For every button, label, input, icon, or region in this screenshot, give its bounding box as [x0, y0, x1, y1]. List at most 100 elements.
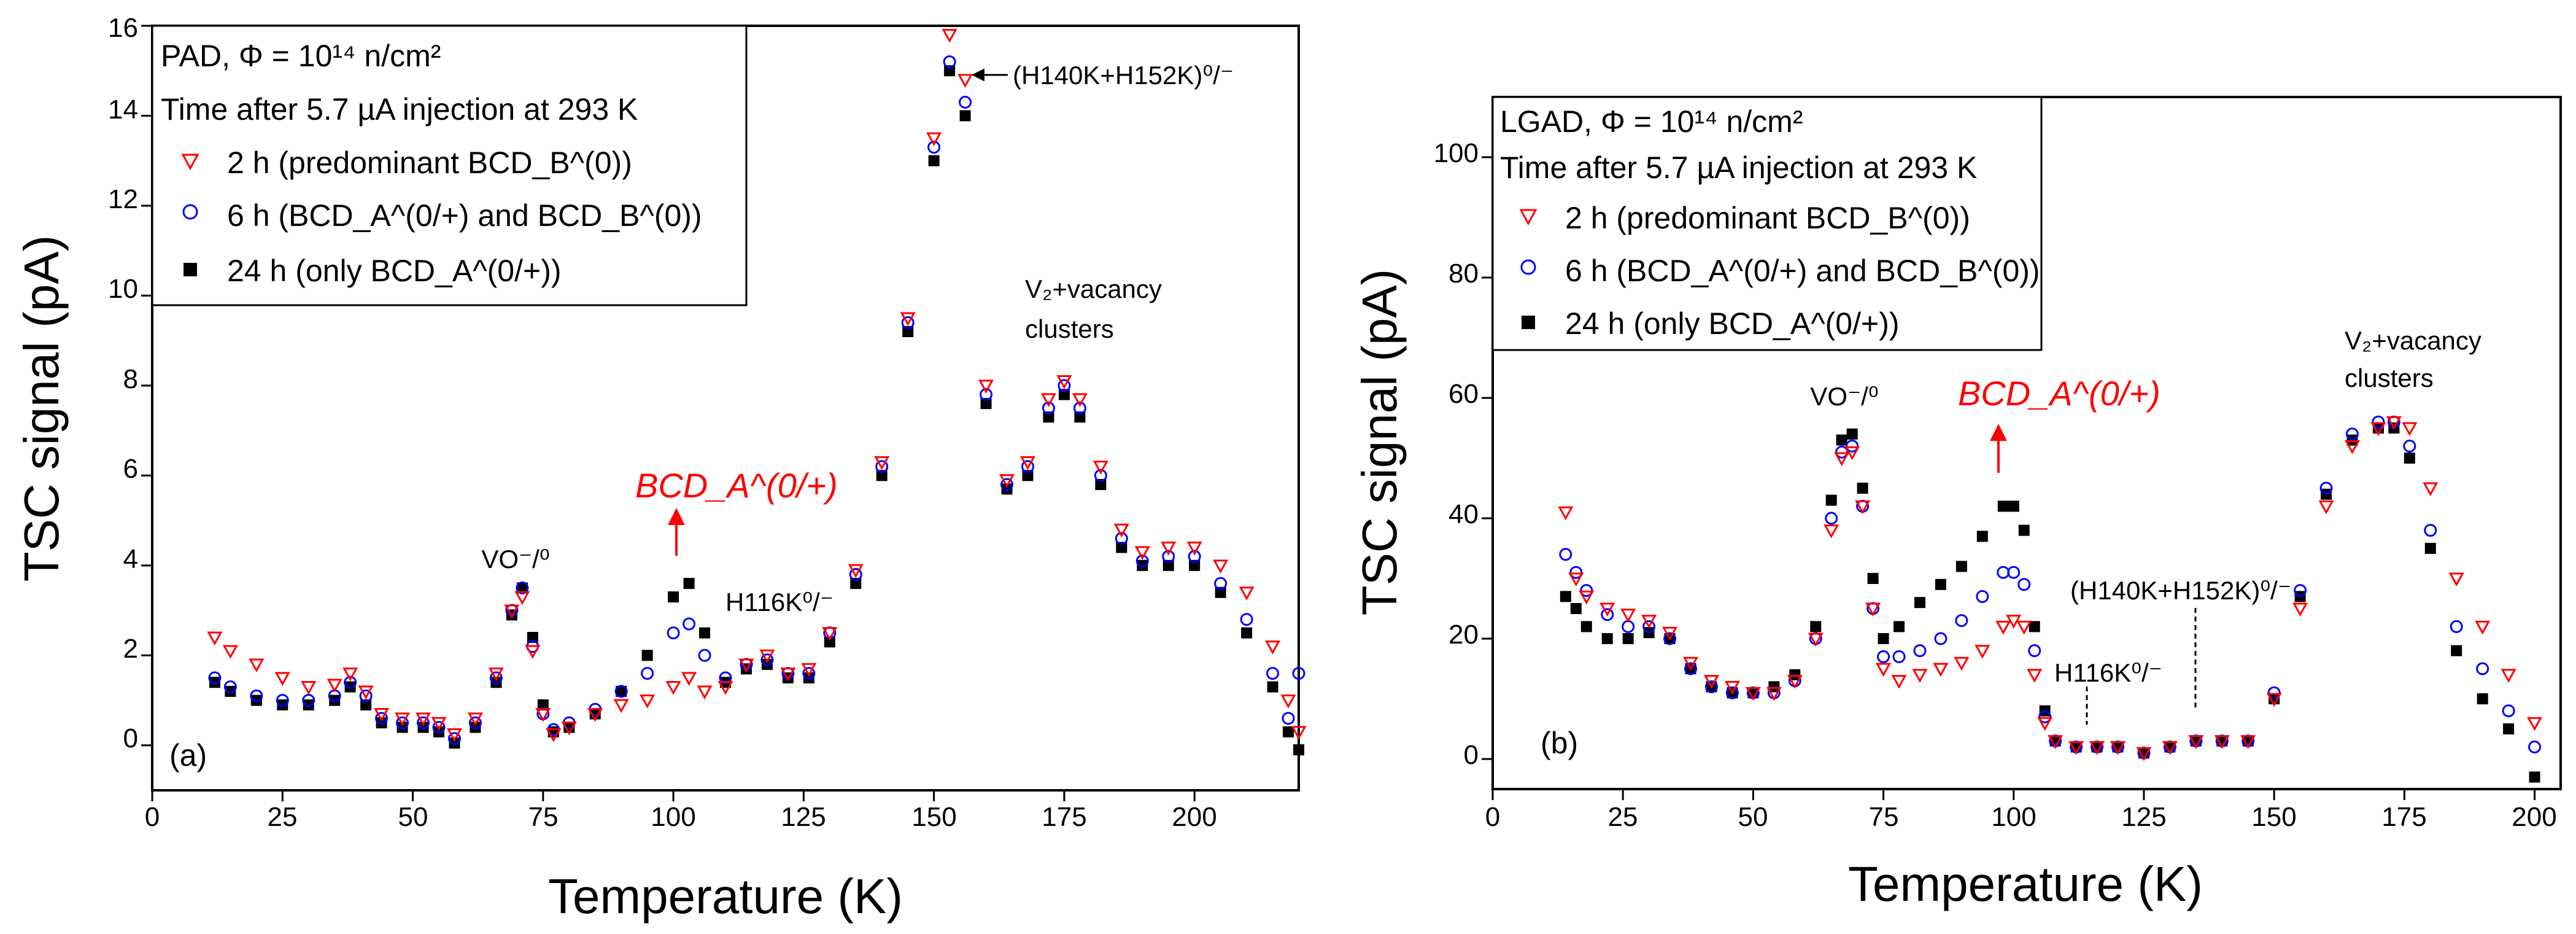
data-point-24h	[1022, 470, 1034, 481]
data-point-2h	[2448, 572, 2464, 587]
data-point-2h	[1844, 446, 1860, 461]
data-point-2h	[717, 681, 733, 695]
data-point-2h	[1265, 640, 1281, 655]
data-point-24h	[1914, 597, 1925, 609]
data-point-6h	[1913, 644, 1927, 658]
data-point-2h	[1865, 602, 1881, 617]
data-point-24h	[1825, 494, 1837, 506]
data-point-24h	[1622, 633, 1634, 644]
data-point-2h	[488, 667, 504, 682]
y-tick-labels: 0 2 4 6 8 10 12 14 16	[108, 13, 138, 753]
data-point-24h	[1074, 411, 1086, 423]
x-tick-label: 125	[781, 802, 826, 832]
data-point-2h	[1824, 524, 1839, 539]
data-point-6h	[2372, 415, 2385, 429]
data-point-2h	[2501, 669, 2516, 683]
data-point-6h	[802, 667, 816, 680]
data-point-24h	[537, 699, 549, 710]
data-point-24h	[360, 699, 372, 710]
panel-a: 0 25 50 75 100 125 150 175 200 0 2 4 6 8…	[14, 13, 1307, 924]
data-point-2h	[514, 591, 530, 605]
y-tick-label: 2	[123, 634, 138, 664]
legend-subtitle: Time after 5.7 µA injection at 293 K	[1500, 150, 1977, 185]
data-point-2h	[1662, 626, 1678, 641]
data-point-2h	[822, 627, 838, 641]
data-point-2h	[2188, 735, 2204, 749]
data-point-24h	[616, 685, 627, 697]
data-point-24h	[225, 685, 236, 697]
data-point-24h	[1189, 559, 1201, 571]
data-point-6h	[359, 689, 373, 702]
data-point-2h	[2318, 500, 2334, 515]
legend: PAD, Φ = 10¹⁴ n/cm² Time after 5.7 µA in…	[151, 25, 748, 306]
data-point-24h	[2404, 453, 2415, 464]
data-point-24h	[1570, 603, 1582, 614]
data-point-2h	[222, 645, 238, 660]
data-point-6h	[927, 141, 941, 154]
data-point-6h	[1725, 686, 1739, 699]
data-point-2h	[2037, 717, 2053, 731]
data-point-2h	[1093, 461, 1108, 475]
data-point-6h	[683, 617, 696, 631]
data-point-2h	[1291, 726, 1307, 740]
data-point-24h	[928, 155, 940, 166]
data-point-6h	[2528, 740, 2542, 753]
data-point-24h	[876, 470, 888, 481]
y-tick-label: 8	[123, 364, 138, 394]
data-point-24h	[329, 695, 341, 706]
data-point-2h	[2423, 482, 2439, 497]
data-point-24h	[1580, 621, 1592, 632]
data-point-6h	[875, 460, 889, 473]
data-point-6h	[2028, 644, 2041, 658]
legend-entry-6h: 6 h (BCD_A^(0/+) and BCD_B^(0))	[227, 198, 702, 233]
data-point-2h	[848, 564, 864, 578]
data-point-6h	[1282, 712, 1295, 725]
data-point-24h	[250, 695, 262, 706]
y-tick-label: 4	[123, 544, 138, 574]
x-tick-marks	[151, 790, 1196, 801]
data-point-2h	[374, 708, 390, 722]
data-point-6h	[1835, 445, 1849, 459]
data-point-24h	[641, 650, 653, 661]
data-point-2h	[2475, 620, 2491, 635]
data-point-24h	[1976, 531, 1988, 542]
data-point-2h	[1280, 695, 1296, 709]
y-axis-label: TSC signal (pA)	[14, 235, 69, 582]
data-point-6h	[375, 712, 389, 725]
data-point-2h	[1766, 687, 1782, 701]
data-point-24h	[376, 717, 387, 729]
data-point-24h	[761, 658, 773, 670]
data-point-2h	[1995, 620, 2011, 635]
legend-entry-2h: 2 h (predominant BCD_B^(0))	[227, 146, 632, 180]
data-point-6h	[1877, 650, 1890, 663]
data-point-2h	[546, 728, 562, 742]
data-point-24h	[944, 65, 956, 77]
data-point-6h	[250, 689, 263, 702]
data-point-2h	[535, 708, 551, 722]
x-tick-label: 50	[398, 802, 428, 832]
data-point-24h	[2008, 500, 2019, 512]
annotation-v2-line2: clusters	[2345, 364, 2434, 392]
data-point-24h	[344, 681, 356, 693]
legend-marker-24h	[184, 263, 197, 276]
x-tick-label: 50	[1738, 802, 1768, 832]
data-point-6h	[1846, 439, 1859, 453]
data-point-24h	[2451, 645, 2462, 656]
data-point-2h	[1134, 546, 1150, 560]
data-point-6h	[959, 96, 972, 109]
data-point-2h	[327, 679, 342, 693]
x-tick-label: 150	[911, 802, 956, 832]
data-point-6h	[1580, 584, 1593, 597]
data-point-2h	[2214, 735, 2230, 749]
legend-entry-2h: 2 h (predominant BCD_B^(0))	[1565, 201, 1970, 235]
data-point-24h	[490, 677, 502, 688]
data-point-6h	[1892, 650, 1906, 663]
data-point-2h	[1113, 523, 1129, 538]
data-point-2h	[1975, 645, 1990, 659]
data-point-2h	[738, 658, 754, 673]
x-tick-label: 100	[1991, 802, 2036, 832]
data-point-24h	[683, 578, 695, 590]
data-point-24h	[1001, 483, 1013, 495]
y-tick-label: 60	[1449, 379, 1479, 409]
data-point-6h	[1569, 566, 1583, 579]
